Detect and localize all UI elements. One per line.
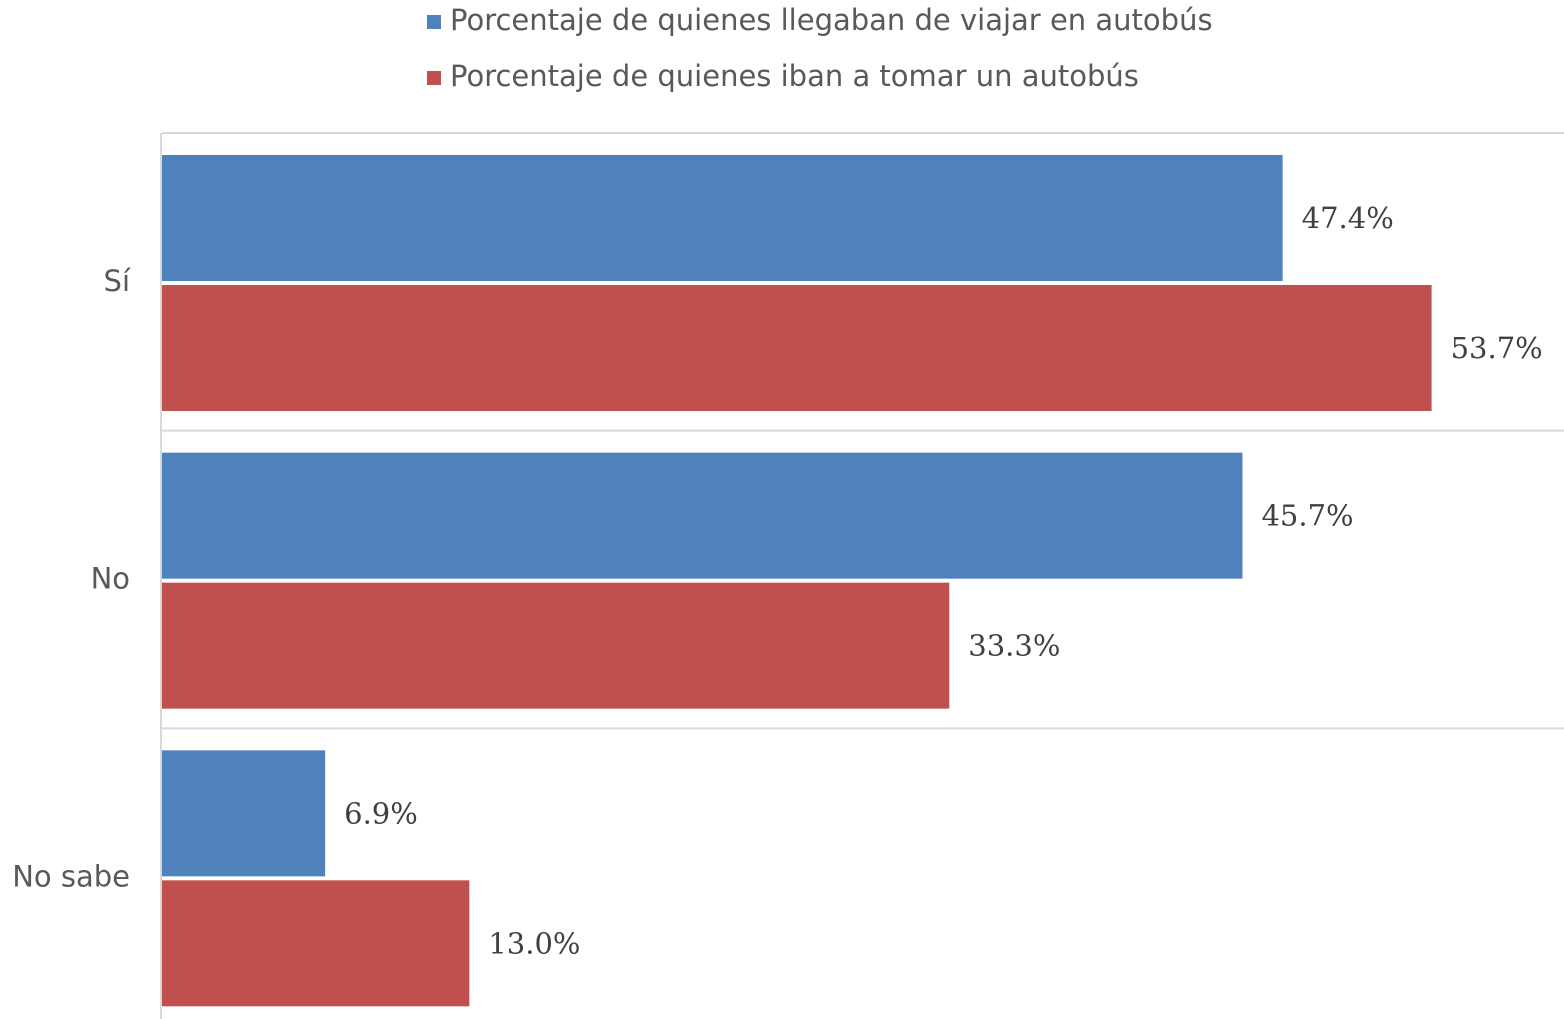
- legend-entry: Porcentaje de quienes iban a tomar un au…: [450, 59, 1139, 93]
- bar: [162, 285, 1432, 411]
- value-label: 53.7%: [1451, 331, 1543, 365]
- bar: [162, 155, 1283, 281]
- legend-swatch: [427, 15, 441, 29]
- value-label: 13.0%: [488, 926, 580, 960]
- bar: [162, 750, 326, 877]
- legend-entry: Porcentaje de quienes llegaban de viajar…: [450, 3, 1213, 37]
- value-label: 6.9%: [344, 796, 418, 830]
- category-label: No sabe: [12, 859, 130, 893]
- value-label: 47.4%: [1302, 201, 1394, 235]
- category-label: Sí: [104, 264, 131, 298]
- value-label: 45.7%: [1261, 499, 1353, 533]
- bar: [162, 582, 950, 709]
- value-label: 33.3%: [968, 629, 1060, 663]
- category-label: No: [91, 562, 130, 596]
- bar: [162, 880, 470, 1007]
- bar: [162, 452, 1243, 579]
- legend-swatch: [427, 71, 441, 85]
